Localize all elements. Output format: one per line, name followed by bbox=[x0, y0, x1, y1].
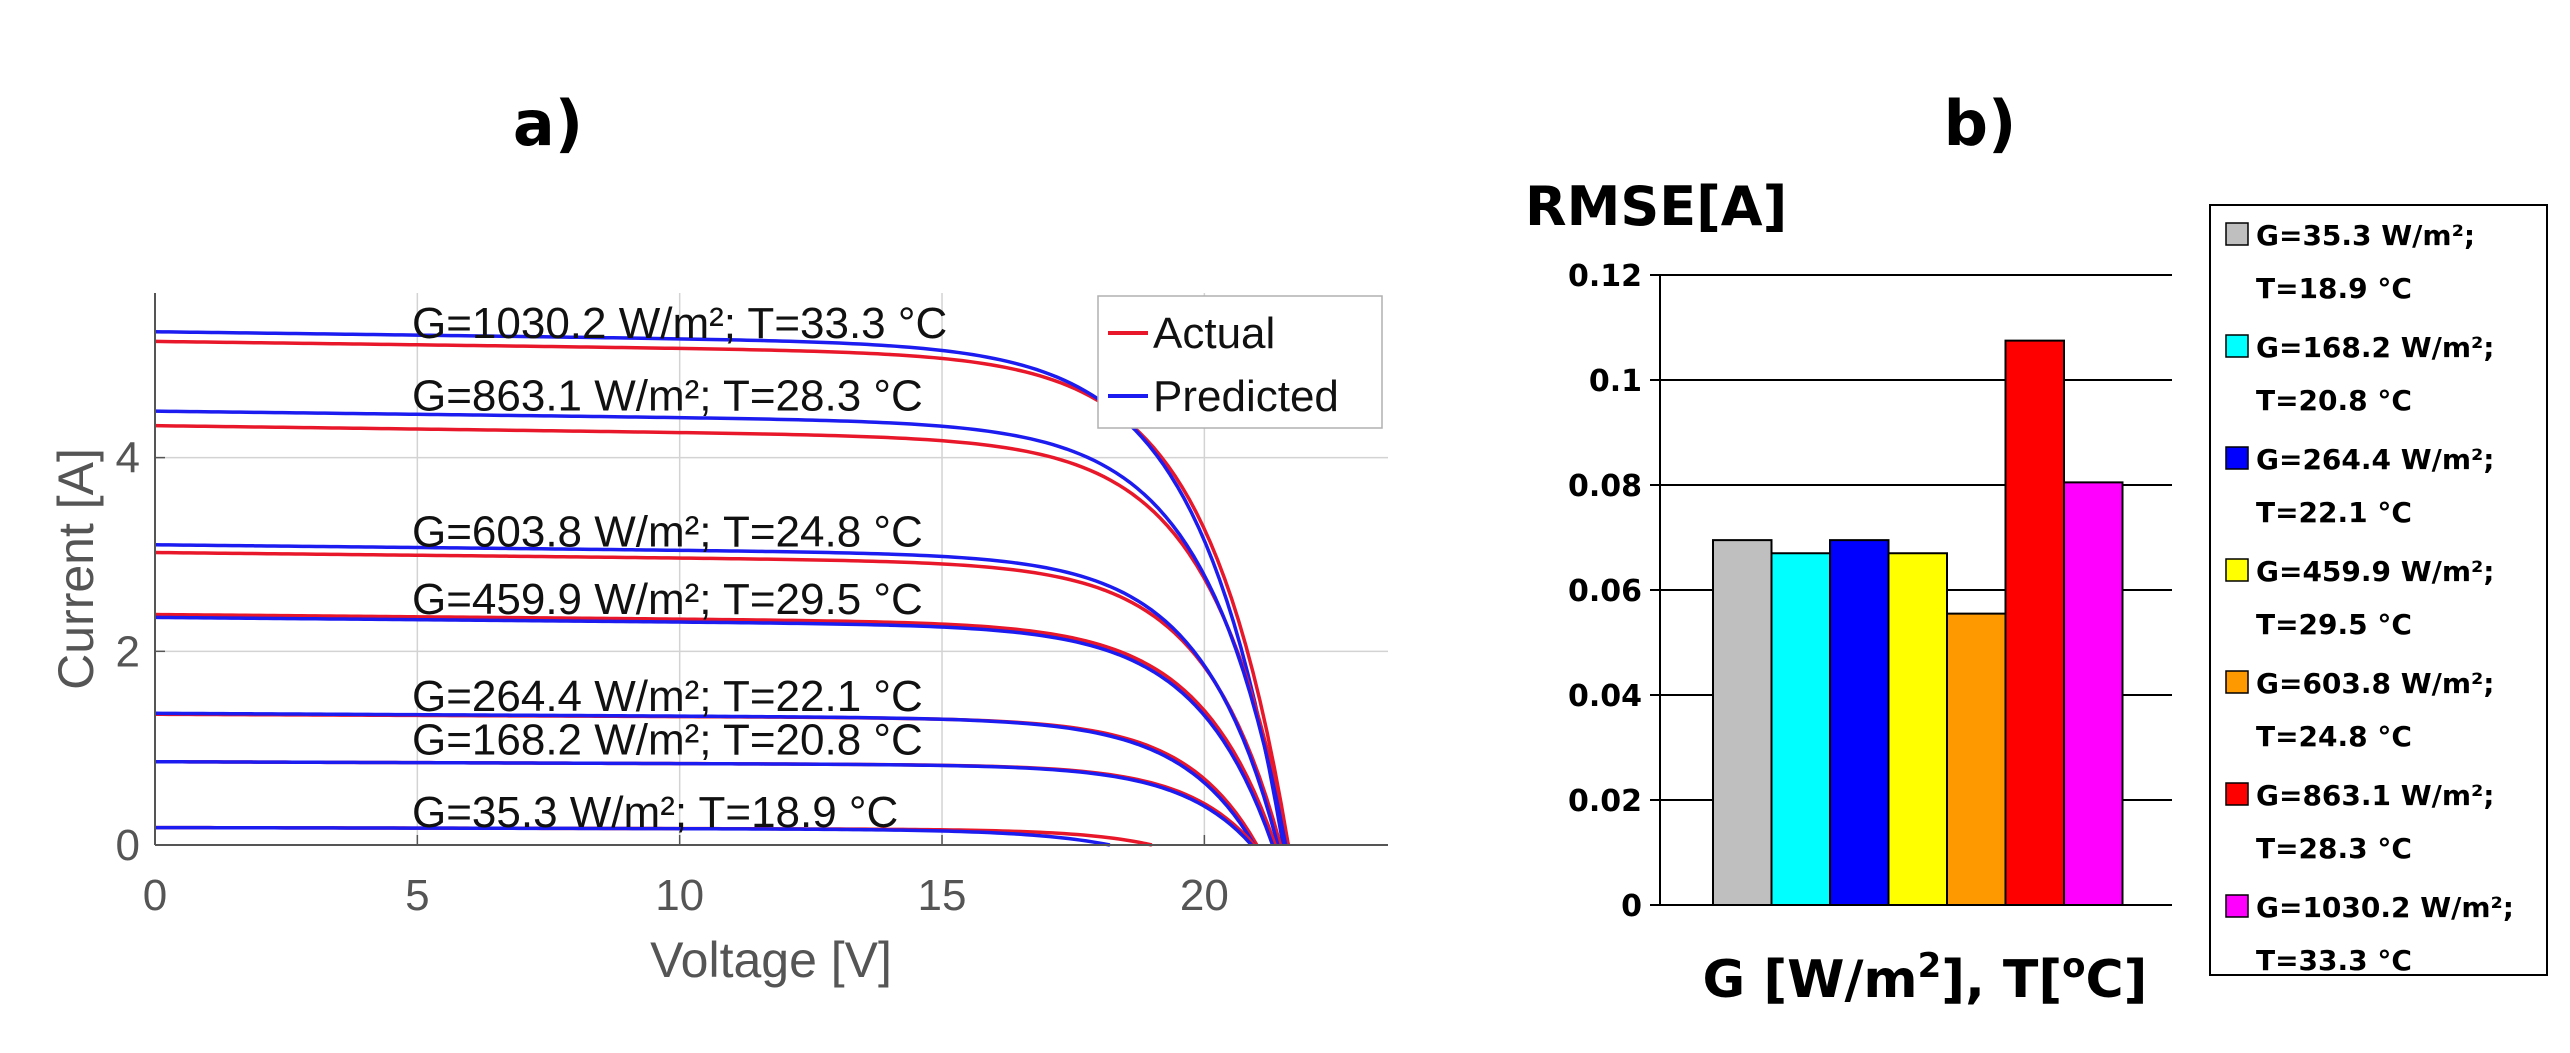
curve-label: G=863.1 W/m²; T=28.3 °C bbox=[412, 372, 923, 421]
legend-b-swatch-6 bbox=[2225, 894, 2249, 918]
actual-curve-1 bbox=[154, 423, 1291, 846]
legend-a-label: Actual bbox=[1153, 309, 1275, 358]
panel-b-rmse-bars: b) RMSE[A] 0 0.02 0.04 0.06 0.08 0.1 0.12 G [W… bbox=[1525, 87, 2548, 1010]
y-tick-label-b: 0.06 bbox=[1568, 574, 1642, 609]
curve-label: G=35.3 W/m²; T=18.9 °C bbox=[412, 788, 898, 837]
legend-a-label: Predicted bbox=[1153, 372, 1339, 421]
x-axis-label-b: G [W/m2], T[oC] bbox=[1703, 946, 2148, 1010]
x-tick-label: 10 bbox=[655, 871, 704, 920]
bar-0 bbox=[1712, 539, 1773, 906]
curve-label: G=603.8 W/m²; T=24.8 °C bbox=[412, 507, 923, 556]
x-tick-label: 20 bbox=[1180, 871, 1229, 920]
predicted-curve-3 bbox=[154, 615, 1275, 846]
predicted-curve-5 bbox=[154, 759, 1253, 847]
legend-b: G=35.3 W/m²; T=18.9 °C G=168.2 W/m²; T=20.8… bbox=[2209, 204, 2548, 977]
predicted-curve-0 bbox=[154, 329, 1285, 846]
legend-b-line2: T=33.3 °C bbox=[2256, 944, 2412, 977]
legend-b-swatch-4 bbox=[2225, 670, 2249, 694]
y-tick-label-b: 0.08 bbox=[1568, 469, 1642, 504]
legend-b-swatch-3 bbox=[2225, 558, 2249, 582]
legend-b-swatch-2 bbox=[2225, 446, 2249, 470]
y-tick-label-b: 0.12 bbox=[1568, 259, 1642, 294]
y-tick-label-b: 0 bbox=[1621, 889, 1642, 924]
y-tick-label-b: 0.1 bbox=[1589, 364, 1642, 399]
y-tick-label: 0 bbox=[116, 821, 140, 870]
x-tick-label: 0 bbox=[143, 871, 167, 920]
y-tick-label: 2 bbox=[116, 627, 140, 676]
legend-b-line1: G=863.1 W/m²; bbox=[2256, 779, 2495, 812]
bar-2 bbox=[1829, 539, 1890, 906]
curve-label: G=1030.2 W/m²; T=33.3 °C bbox=[412, 299, 947, 348]
y-tick-label-b: 0.02 bbox=[1568, 784, 1642, 819]
legend-b-swatch-0 bbox=[2225, 222, 2249, 246]
legend-b-swatch-1 bbox=[2225, 334, 2249, 358]
legend-b-line1: G=264.4 W/m²; bbox=[2256, 443, 2495, 476]
legend-b-line2: T=22.1 °C bbox=[2256, 496, 2412, 529]
iv-curves bbox=[154, 329, 1291, 847]
bar-6 bbox=[2063, 481, 2124, 906]
actual-curve-3 bbox=[154, 612, 1277, 846]
bar-1 bbox=[1770, 552, 1831, 906]
x-tick-label: 5 bbox=[405, 871, 429, 920]
axes-b: 0 0.02 0.04 0.06 0.08 0.1 0.12 bbox=[1568, 259, 2172, 924]
legend-b-line1: G=1030.2 W/m²; bbox=[2256, 891, 2514, 924]
curve-label: G=264.4 W/m²; T=22.1 °C bbox=[412, 672, 923, 721]
curve-labels: G=1030.2 W/m²; T=33.3 °C G=863.1 W/m²; T=… bbox=[412, 299, 947, 837]
legend-b-line1: G=35.3 W/m²; bbox=[2256, 219, 2475, 252]
legend-b-line2: T=20.8 °C bbox=[2256, 384, 2412, 417]
rmse-bars bbox=[1712, 339, 2124, 906]
curve-label: G=459.9 W/m²; T=29.5 °C bbox=[412, 575, 923, 624]
legend-a-box bbox=[1097, 295, 1383, 429]
bar-3 bbox=[1887, 552, 1948, 906]
panel-b-label: b) bbox=[1944, 87, 2017, 160]
bar-5 bbox=[2004, 339, 2065, 906]
axes-a: 0 5 10 15 20 0 2 4 bbox=[116, 293, 1388, 920]
legend-b-line2: T=18.9 °C bbox=[2256, 272, 2412, 305]
legend-b-box bbox=[2209, 204, 2548, 976]
curve-label: G=168.2 W/m²; T=20.8 °C bbox=[412, 715, 923, 764]
legend-b-line1: G=603.8 W/m²; bbox=[2256, 667, 2495, 700]
panel-a-label: a) bbox=[513, 87, 583, 160]
predicted-curve-1 bbox=[154, 409, 1288, 846]
legend-b-line2: T=24.8 °C bbox=[2256, 720, 2412, 753]
y-tick-label: 4 bbox=[116, 434, 140, 483]
x-axis-label-a: Voltage [V] bbox=[650, 932, 892, 988]
legend-b-line1: G=459.9 W/m²; bbox=[2256, 555, 2495, 588]
legend-b-line2: T=29.5 °C bbox=[2256, 608, 2412, 641]
predicted-curve-2 bbox=[154, 543, 1280, 846]
legend-a: Actual Predicted bbox=[1097, 295, 1383, 429]
actual-curve-2 bbox=[154, 550, 1283, 846]
chart-title-b: RMSE[A] bbox=[1525, 175, 1787, 238]
predicted-curve-6 bbox=[154, 825, 1111, 847]
predicted-curve-4 bbox=[154, 711, 1256, 846]
y-axis-label-a: Current [A] bbox=[48, 448, 104, 690]
bar-4 bbox=[1946, 612, 2007, 906]
x-tick-label: 15 bbox=[918, 871, 967, 920]
legend-b-line1: G=168.2 W/m²; bbox=[2256, 331, 2495, 364]
legend-b-swatch-5 bbox=[2225, 782, 2249, 806]
legend-b-line2: T=28.3 °C bbox=[2256, 832, 2412, 865]
y-tick-label-b: 0.04 bbox=[1568, 679, 1642, 714]
